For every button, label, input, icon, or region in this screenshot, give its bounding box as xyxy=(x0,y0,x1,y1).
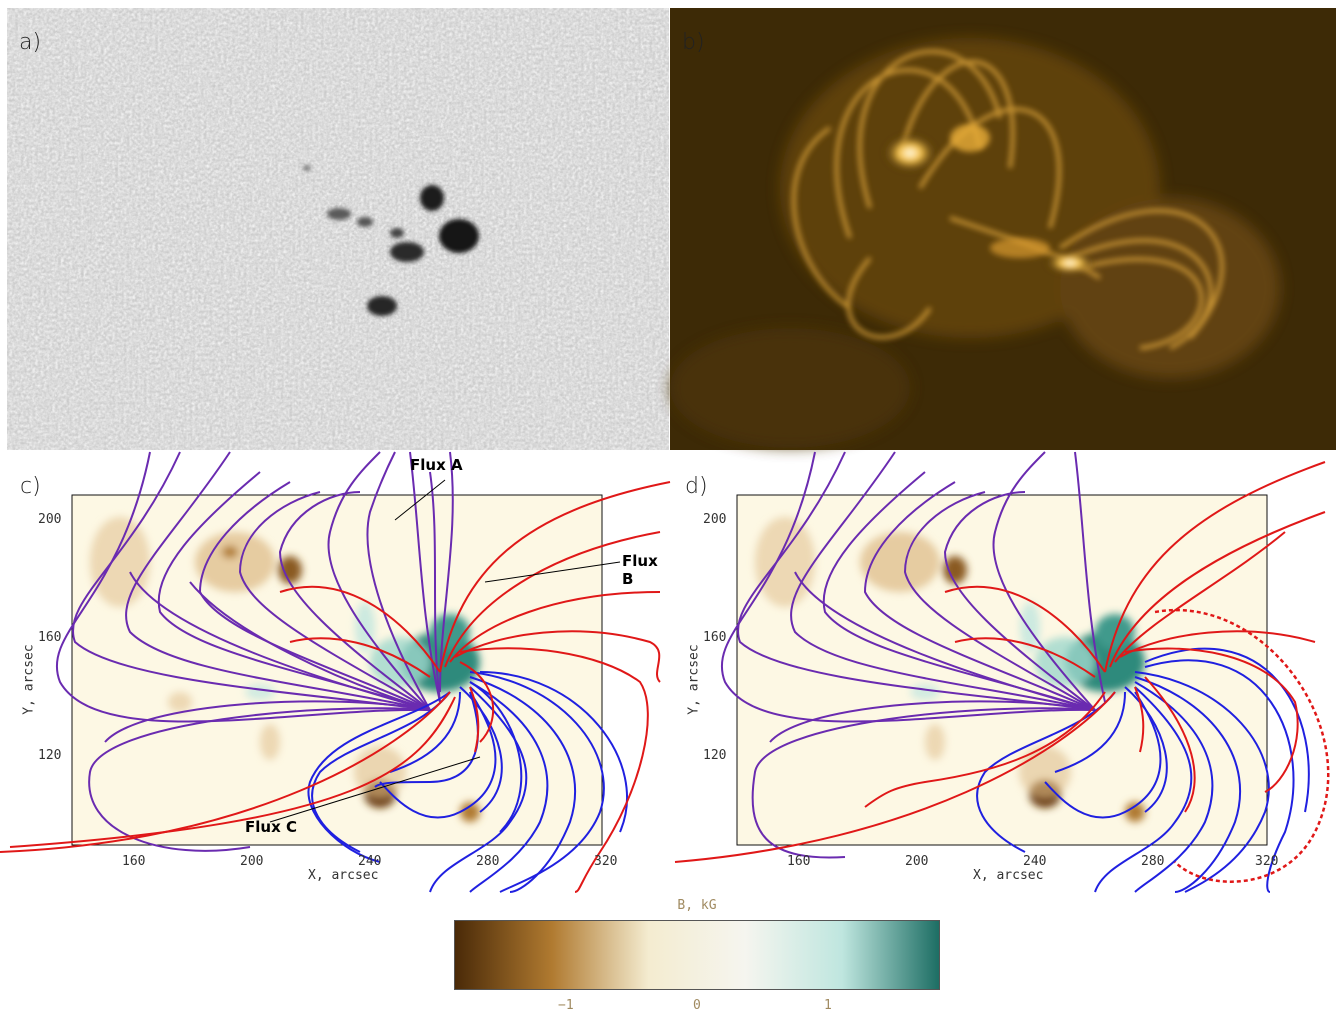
panel-c: c) Flux A Flux B Flux C 200 160 120 160 … xyxy=(0,451,671,893)
panel-c-ytick: 120 xyxy=(38,748,62,763)
panel-d-map-background xyxy=(737,495,1267,845)
panel-d-ytick: 200 xyxy=(703,512,727,527)
panel-d-xtick: 280 xyxy=(1141,854,1165,869)
panel-c-flux-c-label: Flux C xyxy=(245,818,297,836)
panel-c-xtick: 200 xyxy=(240,854,264,869)
panel-d-xtick: 160 xyxy=(787,854,811,869)
sunspot-group xyxy=(303,165,479,316)
panel-b-label: b) xyxy=(682,30,705,55)
panel-c-xlabel: X, arcsec xyxy=(308,868,379,883)
panel-d-ytick: 120 xyxy=(703,748,727,763)
colorbar-tick: −1 xyxy=(558,998,574,1013)
panel-d-red-field-lines xyxy=(674,461,1326,863)
panel-d-xlabel: X, arcsec xyxy=(973,868,1044,883)
panel-d: d) 200 160 120 160 200 240 280 320 X, ar… xyxy=(665,451,1336,893)
panel-d-label: d) xyxy=(685,474,708,499)
panel-c-flux-b-label: Flux B xyxy=(622,552,658,588)
panel-d-xtick: 200 xyxy=(905,854,929,869)
panel-d-ylabel: Y, arcsec xyxy=(686,644,702,715)
panel-b: b) xyxy=(670,8,1336,450)
panel-c-annotation-lines xyxy=(269,479,621,823)
panel-d-purple-field-lines xyxy=(720,451,1106,859)
panel-c-xtick: 320 xyxy=(594,854,618,869)
panel-c-purple-field-lines xyxy=(55,451,454,852)
colorbar: B, kG −1 0 1 xyxy=(454,898,944,1013)
panel-d-xtick: 320 xyxy=(1255,854,1279,869)
colorbar-tick: 1 xyxy=(824,998,832,1013)
panel-d-ytick: 160 xyxy=(703,630,727,645)
panel-c-label: c) xyxy=(20,474,41,499)
colorbar-gradient xyxy=(454,920,940,990)
panel-c-flux-a-label: Flux A xyxy=(410,456,463,474)
panel-a-label: a) xyxy=(19,30,42,55)
panel-c-map-background xyxy=(72,495,602,845)
panel-b-image xyxy=(670,8,1336,450)
colorbar-title: B, kG xyxy=(677,898,717,913)
panel-c-plot xyxy=(0,451,671,893)
colorbar-tick: 0 xyxy=(693,998,701,1013)
panel-c-ylabel: Y, arcsec xyxy=(21,644,37,715)
panel-c-red-field-lines xyxy=(0,481,671,893)
panel-d-dashed-field-line xyxy=(1154,608,1330,883)
panel-c-xtick: 160 xyxy=(122,854,146,869)
panel-c-ytick: 200 xyxy=(38,512,62,527)
panel-a-image xyxy=(7,8,669,450)
panel-d-plot xyxy=(674,451,1330,893)
panel-c-xtick: 280 xyxy=(476,854,500,869)
panel-a: a) xyxy=(7,8,669,450)
panel-d-xtick: 240 xyxy=(1023,854,1047,869)
panel-c-ytick: 160 xyxy=(38,630,62,645)
panel-c-xtick: 240 xyxy=(358,854,382,869)
